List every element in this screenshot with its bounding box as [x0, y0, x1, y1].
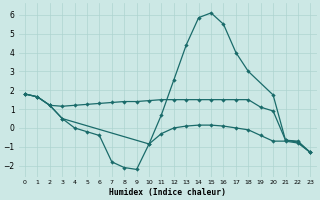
X-axis label: Humidex (Indice chaleur): Humidex (Indice chaleur) [109, 188, 226, 197]
